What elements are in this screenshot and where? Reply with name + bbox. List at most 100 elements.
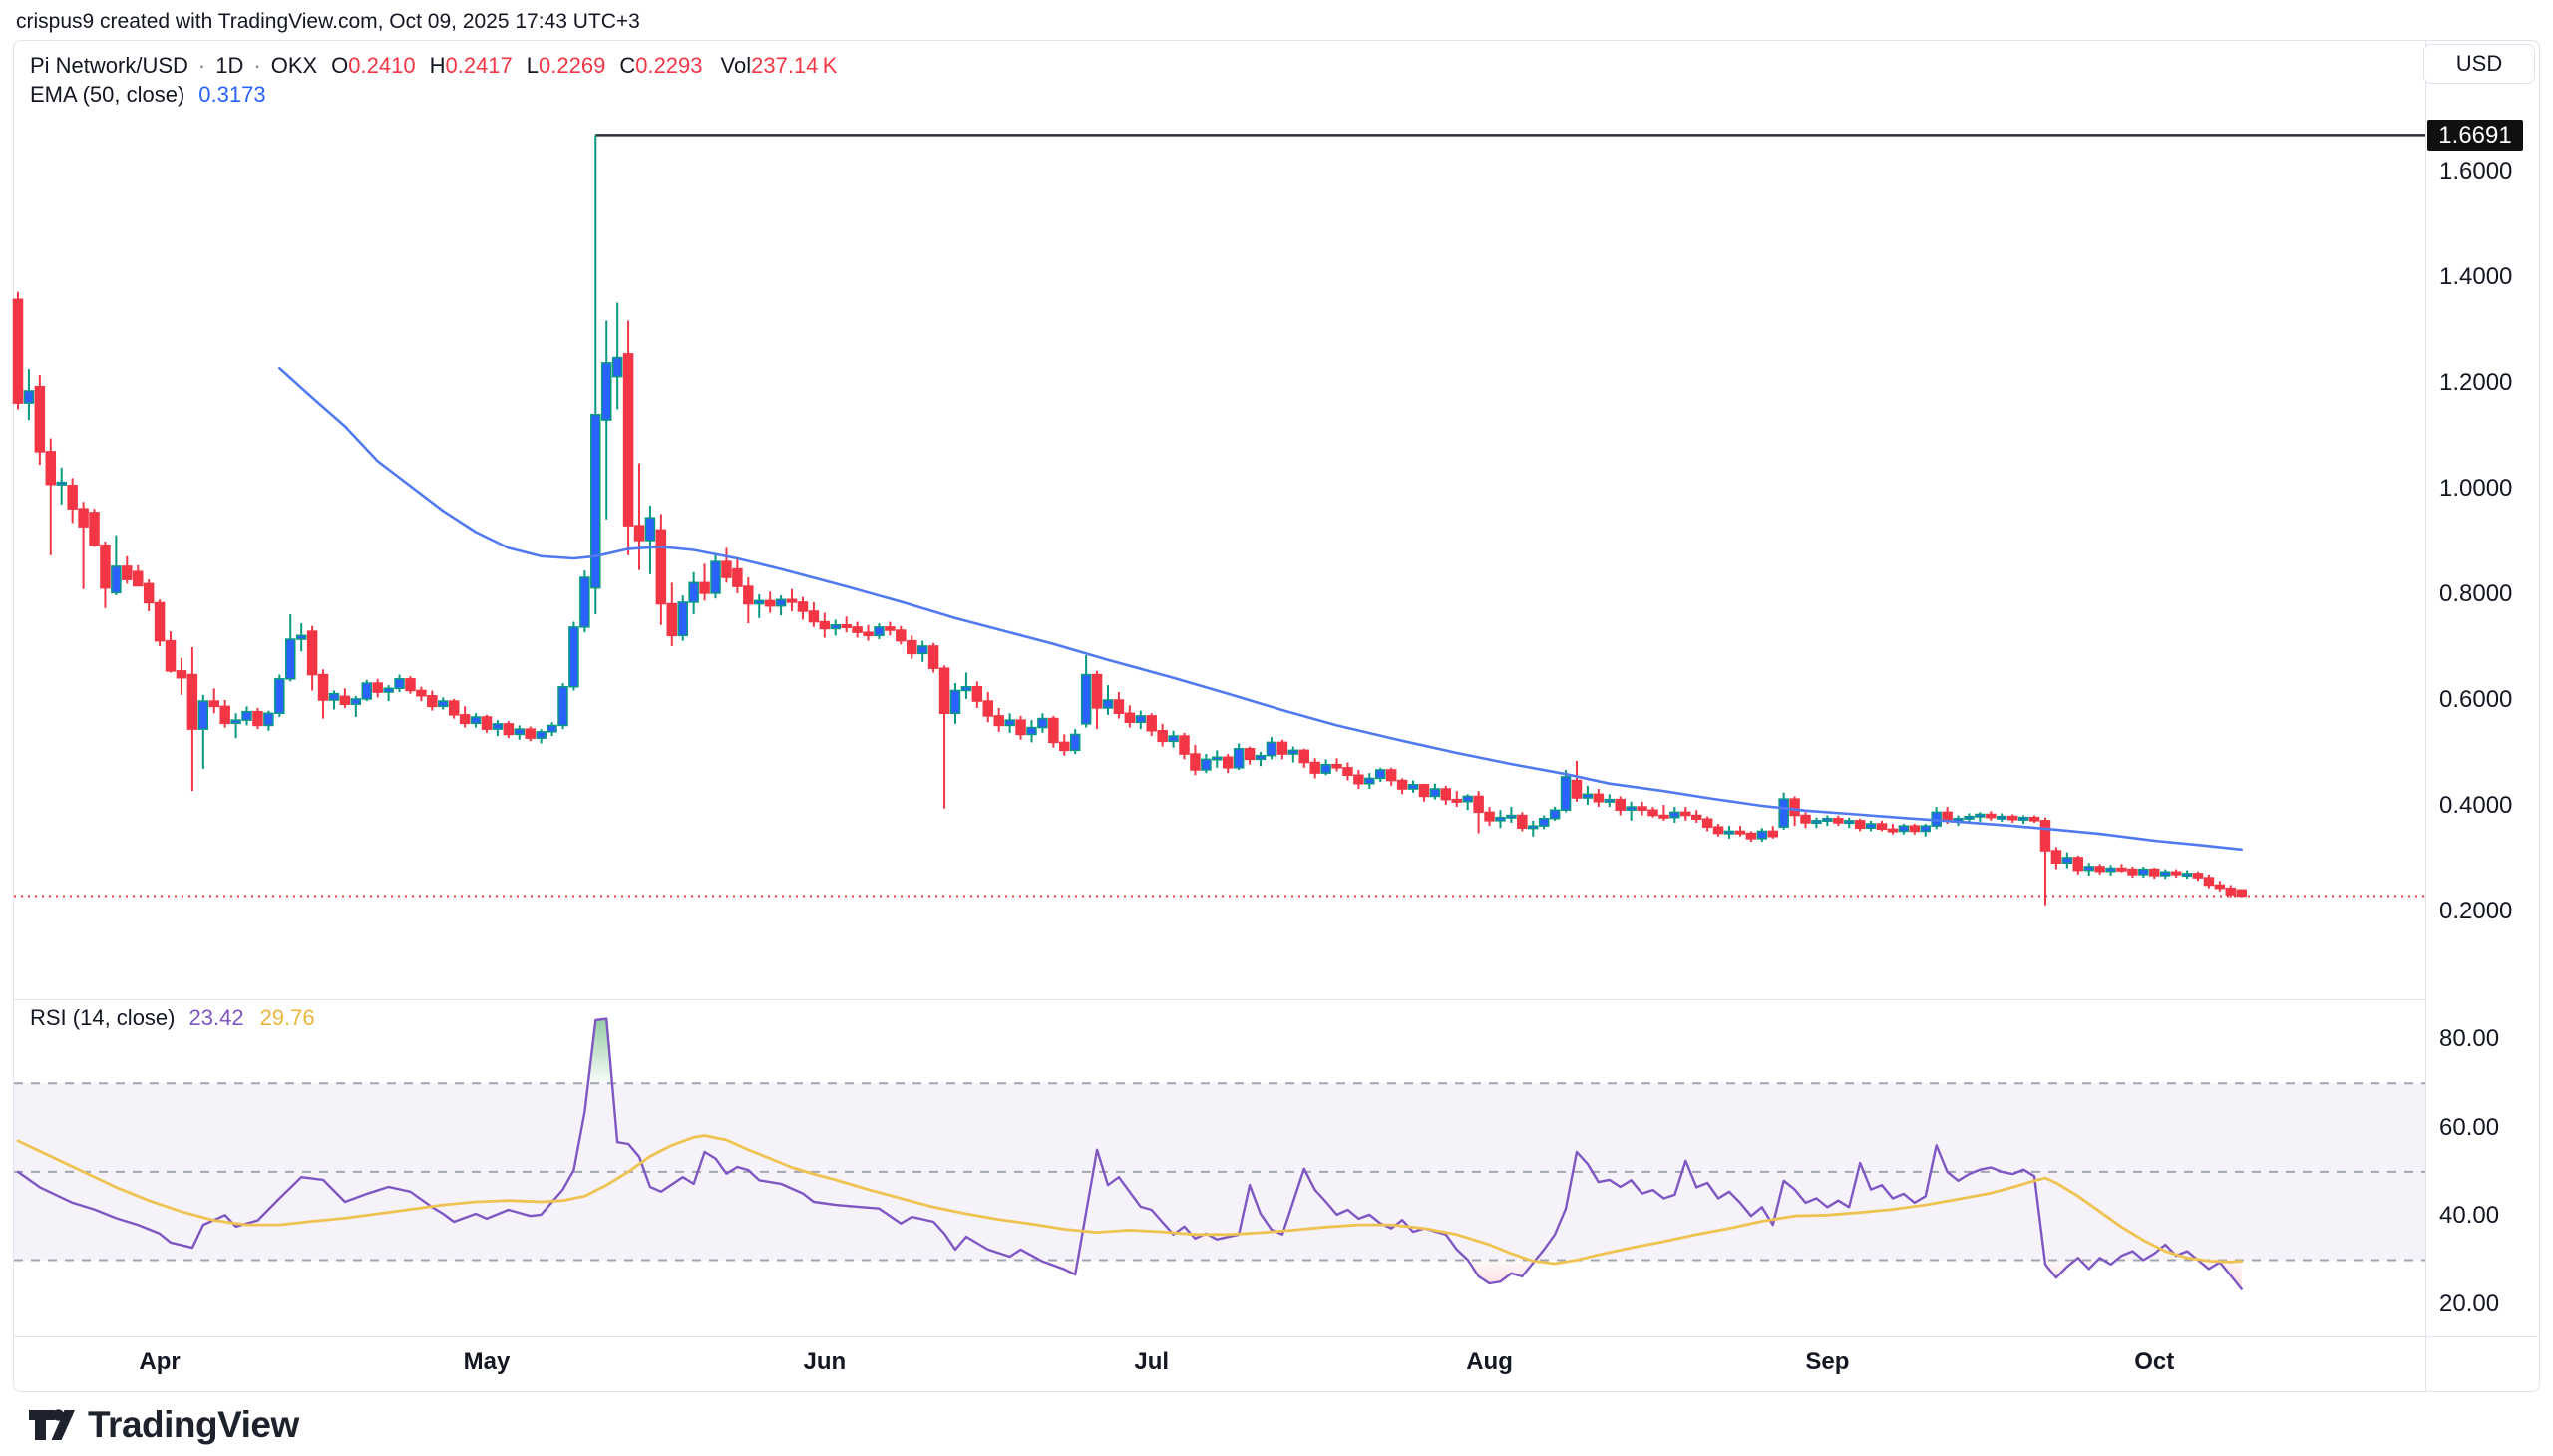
- candle-body: [470, 716, 482, 725]
- candle-body: [852, 626, 863, 633]
- candle-body: [1091, 673, 1103, 709]
- candle-body: [1582, 793, 1594, 799]
- candle-body: [448, 700, 460, 716]
- exchange-label[interactable]: OKX: [270, 53, 318, 78]
- candle-body: [1059, 741, 1070, 752]
- candle-body: [1364, 777, 1375, 785]
- candle-body: [459, 714, 471, 725]
- candle-body: [100, 544, 111, 589]
- high-price-badge: 1.6691: [2427, 120, 2523, 152]
- tradingview-logo[interactable]: TradingView: [28, 1404, 299, 1446]
- candle-body: [45, 451, 57, 486]
- candle-body: [525, 728, 536, 739]
- candle-body: [743, 585, 754, 605]
- volume-value: 237.14 K: [751, 53, 838, 78]
- candle-body: [2072, 857, 2084, 872]
- candle-body: [219, 705, 230, 725]
- ema-legend-row[interactable]: EMA (50, close) 0.3173: [30, 82, 266, 108]
- candle-body: [971, 686, 983, 702]
- time-axis-month-label[interactable]: Apr: [139, 1348, 181, 1375]
- price-tick-label[interactable]: 0.4000: [2439, 792, 2513, 819]
- candle-body: [1789, 798, 1800, 817]
- candle-body: [949, 689, 961, 715]
- candle-body: [1276, 741, 1288, 755]
- time-axis-month-label[interactable]: Oct: [2134, 1348, 2175, 1375]
- candle-body: [328, 692, 340, 701]
- rsi-tick-label[interactable]: 40.00: [2439, 1202, 2500, 1230]
- candle-body: [644, 517, 656, 542]
- candle-body: [1244, 748, 1256, 761]
- rsi-label[interactable]: RSI (14, close): [30, 1005, 176, 1030]
- ema-label[interactable]: EMA (50, close): [30, 82, 185, 107]
- price-tick-label[interactable]: 0.2000: [2439, 898, 2513, 924]
- candle-body: [1102, 699, 1114, 709]
- rsi-tick-label[interactable]: 60.00: [2439, 1113, 2500, 1141]
- candle-body: [2170, 871, 2182, 876]
- price-tick-label[interactable]: 0.6000: [2439, 686, 2513, 713]
- candle-body: [2094, 866, 2105, 873]
- candle-body: [1080, 673, 1092, 725]
- price-tick-label[interactable]: 1.0000: [2439, 475, 2513, 502]
- candle-body: [2214, 884, 2226, 890]
- candle-body: [907, 639, 917, 655]
- candle-body: [317, 673, 329, 701]
- candle-body: [633, 525, 645, 542]
- candle-body: [122, 565, 133, 580]
- currency-toggle-button[interactable]: USD: [2423, 44, 2535, 84]
- candle-body: [1964, 815, 1975, 820]
- candle-body: [2149, 868, 2160, 877]
- candle-body: [993, 715, 1004, 727]
- symbol-legend-row[interactable]: Pi Network/USD · 1D · OKX O 0.2410 H 0.241…: [30, 53, 837, 79]
- candle-body: [1800, 814, 1811, 824]
- time-axis-month-label[interactable]: Jul: [1134, 1348, 1170, 1375]
- candle-body: [285, 638, 296, 680]
- candle-body: [438, 700, 449, 708]
- candle-body: [1549, 809, 1561, 820]
- candle-body: [1637, 806, 1647, 811]
- symbol-name[interactable]: Pi Network/USD: [30, 53, 188, 78]
- candle-body: [1865, 823, 1877, 830]
- time-axis-month-label[interactable]: Jun: [803, 1348, 847, 1375]
- candle-body: [1756, 830, 1768, 840]
- candle-body: [230, 719, 241, 725]
- price-tick-label[interactable]: 1.4000: [2439, 263, 2513, 290]
- candle-body: [2028, 816, 2040, 822]
- time-axis-month-label[interactable]: Aug: [1466, 1348, 1513, 1375]
- rsi-legend-row[interactable]: RSI (14, close) 23.42 29.76: [30, 1005, 315, 1031]
- candle-body: [89, 512, 100, 546]
- candle-body: [1876, 823, 1888, 831]
- price-tick-label[interactable]: 0.8000: [2439, 580, 2513, 607]
- candle-body: [1843, 820, 1855, 825]
- timeframe-label[interactable]: 1D: [215, 53, 244, 78]
- candle-body: [1222, 756, 1234, 769]
- candle-body: [1615, 798, 1626, 811]
- rsi-tick-label[interactable]: 20.00: [2439, 1289, 2500, 1317]
- candle-body: [1048, 717, 1059, 744]
- candle-body: [1778, 798, 1789, 828]
- candle-body: [241, 710, 252, 721]
- candle-body: [1179, 735, 1190, 755]
- candle-body: [1811, 820, 1822, 825]
- candle-body: [579, 576, 590, 628]
- candle-body: [1190, 753, 1201, 771]
- time-axis-month-label[interactable]: Sep: [1805, 1348, 1850, 1375]
- candle-body: [2039, 820, 2051, 852]
- candle-body: [372, 682, 383, 693]
- time-axis-month-label[interactable]: May: [463, 1348, 511, 1375]
- candle-body: [1723, 830, 1735, 835]
- legend-separator: ·: [253, 53, 261, 78]
- candle-body: [699, 581, 710, 594]
- candle-body: [394, 678, 405, 690]
- candle-body: [1571, 779, 1583, 799]
- price-tick-label[interactable]: 1.6000: [2439, 158, 2513, 184]
- candle-body: [2105, 867, 2116, 873]
- price-tick-label[interactable]: 1.2000: [2439, 369, 2513, 396]
- candle-body: [1669, 811, 1680, 819]
- candle-body: [56, 481, 67, 486]
- rsi-tick-label[interactable]: 80.00: [2439, 1025, 2500, 1052]
- high-label: H: [429, 53, 446, 78]
- pane-separator[interactable]: [14, 999, 2425, 1000]
- legend-separator: ·: [197, 53, 206, 78]
- candle-body: [1407, 784, 1419, 790]
